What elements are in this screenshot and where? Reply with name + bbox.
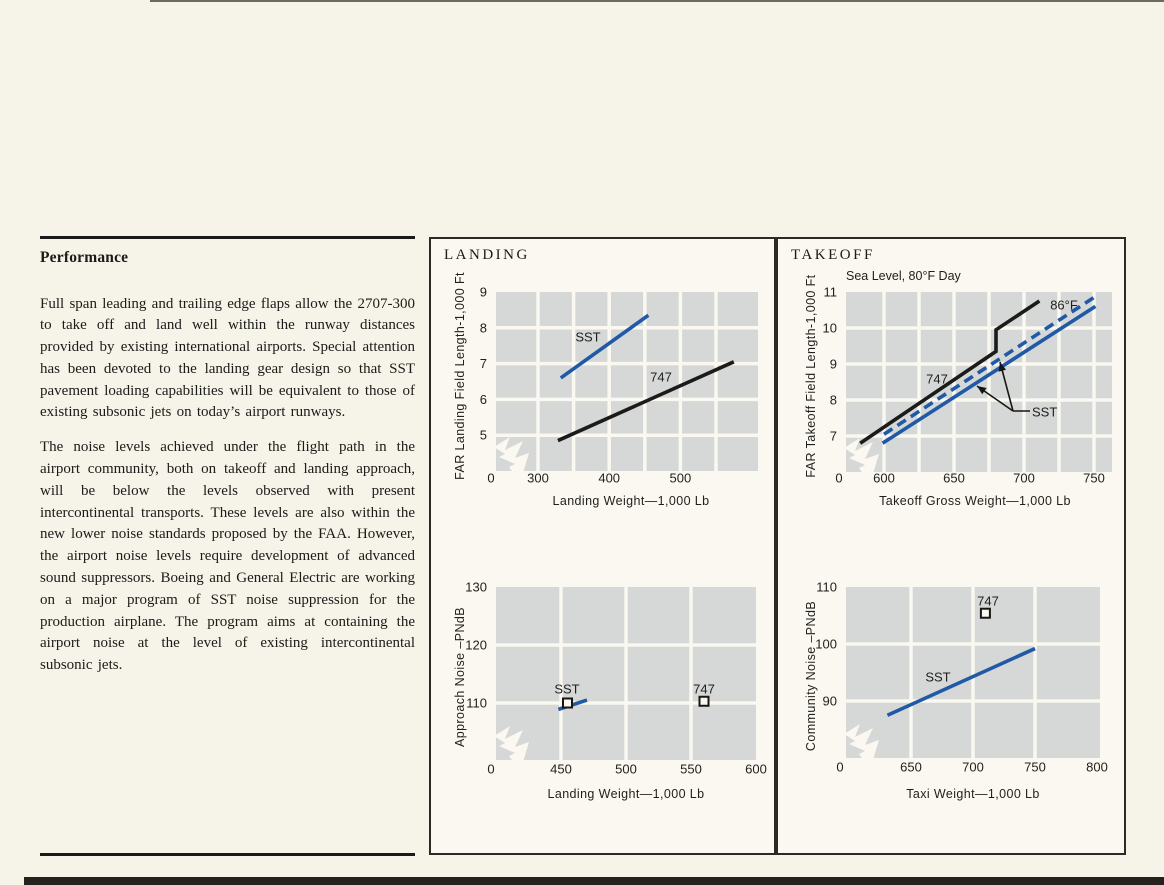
series-label: 747 <box>977 594 999 609</box>
scan-bottom-edge <box>24 877 1164 885</box>
y-tick-label: 100 <box>815 637 837 652</box>
top-rule <box>40 236 415 239</box>
x-tick-label: 450 <box>550 762 572 777</box>
y-tick-label: 7 <box>480 356 487 371</box>
chart-note: Sea Level, 80°F Day <box>846 269 962 283</box>
y-tick-label: 110 <box>816 580 837 595</box>
y-axis-title: FAR Takeoff Field Length-1,000 Ft <box>804 274 818 477</box>
axis-break-icon <box>844 438 879 484</box>
x-axis-title: Takeoff Gross Weight—1,000 Lb <box>879 494 1071 508</box>
chart-landing-field-length: SST 747 0 300 400 500 5 6 7 8 9 Landing Weight—1,00… <box>453 272 758 508</box>
series-line-SST <box>881 304 1097 445</box>
x-tick-label: 700 <box>962 760 984 775</box>
y-axis-title: Approach Noise –PNdB <box>453 607 467 747</box>
x-tick-label: 0 <box>836 760 843 775</box>
y-tick-label: 5 <box>480 428 487 443</box>
x-tick-label: 600 <box>873 471 895 486</box>
x-tick-label: 0 <box>835 471 842 486</box>
y-tick-label: 9 <box>480 285 487 300</box>
y-tick-label: 8 <box>480 320 487 335</box>
annotation-arrowhead <box>977 386 987 395</box>
x-tick-label: 750 <box>1083 471 1105 486</box>
x-tick-label: 700 <box>1013 471 1035 486</box>
y-axis-title: Community Noise –PNdB <box>804 601 818 751</box>
y-tick-label: 8 <box>830 393 837 408</box>
x-tick-label: 400 <box>598 471 620 486</box>
x-tick-label: 0 <box>487 471 494 486</box>
grid-tiles <box>496 292 758 471</box>
series-label: SST <box>1032 405 1057 420</box>
x-tick-label: 550 <box>680 762 702 777</box>
series-label: SST <box>554 682 579 697</box>
series-label: 747 <box>693 682 715 697</box>
y-tick-label: 130 <box>465 580 487 595</box>
chart-approach-noise: SST 747 0 450 500 550 600 110 120 130 Landing Weig… <box>453 580 767 802</box>
x-tick-label: 650 <box>900 760 922 775</box>
landing-panel-title: LANDING <box>444 247 530 263</box>
series-line-SST <box>886 646 1036 717</box>
x-tick-label: 750 <box>1024 760 1046 775</box>
series-label: SST <box>575 330 600 345</box>
series-label: 86°F <box>1050 298 1078 313</box>
y-tick-label: 11 <box>824 285 838 300</box>
axis-break-icon <box>494 437 529 483</box>
y-axis-title: FAR Landing Field Length-1,000 Ft <box>453 272 467 480</box>
y-tick-label: 6 <box>480 392 487 407</box>
series-marker-747 <box>698 695 710 707</box>
series-label: 747 <box>650 370 672 385</box>
chart-takeoff-field-length: 747 86°F SST Sea Level, 80°F Day 0 600 650 700 7… <box>804 269 1112 508</box>
x-tick-label: 800 <box>1086 760 1108 775</box>
y-tick-label: 90 <box>823 694 837 709</box>
x-tick-label: 500 <box>670 471 692 486</box>
x-tick-label: 300 <box>527 471 549 486</box>
x-axis-title: Taxi Weight—1,000 Lb <box>906 787 1040 801</box>
y-tick-label: 7 <box>830 429 837 444</box>
series-line-747 <box>557 360 735 443</box>
x-tick-label: 0 <box>487 762 494 777</box>
y-tick-label: 9 <box>830 357 837 372</box>
series-line-SST <box>559 313 650 380</box>
x-tick-label: 500 <box>615 762 637 777</box>
series-marker-SST <box>562 697 573 709</box>
paragraph-2: The noise levels achieved under the flig… <box>40 439 415 674</box>
scan-top-edge <box>150 0 1164 2</box>
text-column: Performance Full span leading and traili… <box>40 236 415 677</box>
y-tick-label: 110 <box>466 696 487 711</box>
page-title: Performance <box>40 248 129 266</box>
y-tick-label: 10 <box>823 321 837 336</box>
axis-break-icon <box>844 724 879 770</box>
series-line-747 <box>859 299 1041 445</box>
axis-break-icon <box>494 726 529 772</box>
series-marker-747 <box>979 607 991 619</box>
series-line-SST (86°F) <box>883 295 1095 436</box>
series-label: 747 <box>926 372 948 387</box>
x-axis-title: Landing Weight—1,000 Lb <box>548 787 705 801</box>
series-label: SST <box>925 670 950 685</box>
chart-community-noise: SST 747 0 650 700 750 800 90 100 110 Taxi Weight—1… <box>804 580 1108 802</box>
bottom-rule <box>40 853 415 856</box>
paragraph-1: Full span leading and trailing edge flap… <box>40 295 415 421</box>
x-axis-title: Landing Weight—1,000 Lb <box>553 494 710 508</box>
takeoff-panel-title: TAKEOFF <box>791 247 875 263</box>
annotation-arrowhead <box>998 362 1006 372</box>
x-tick-label: 600 <box>745 762 767 777</box>
y-tick-label: 120 <box>465 638 487 653</box>
x-tick-label: 650 <box>943 471 965 486</box>
